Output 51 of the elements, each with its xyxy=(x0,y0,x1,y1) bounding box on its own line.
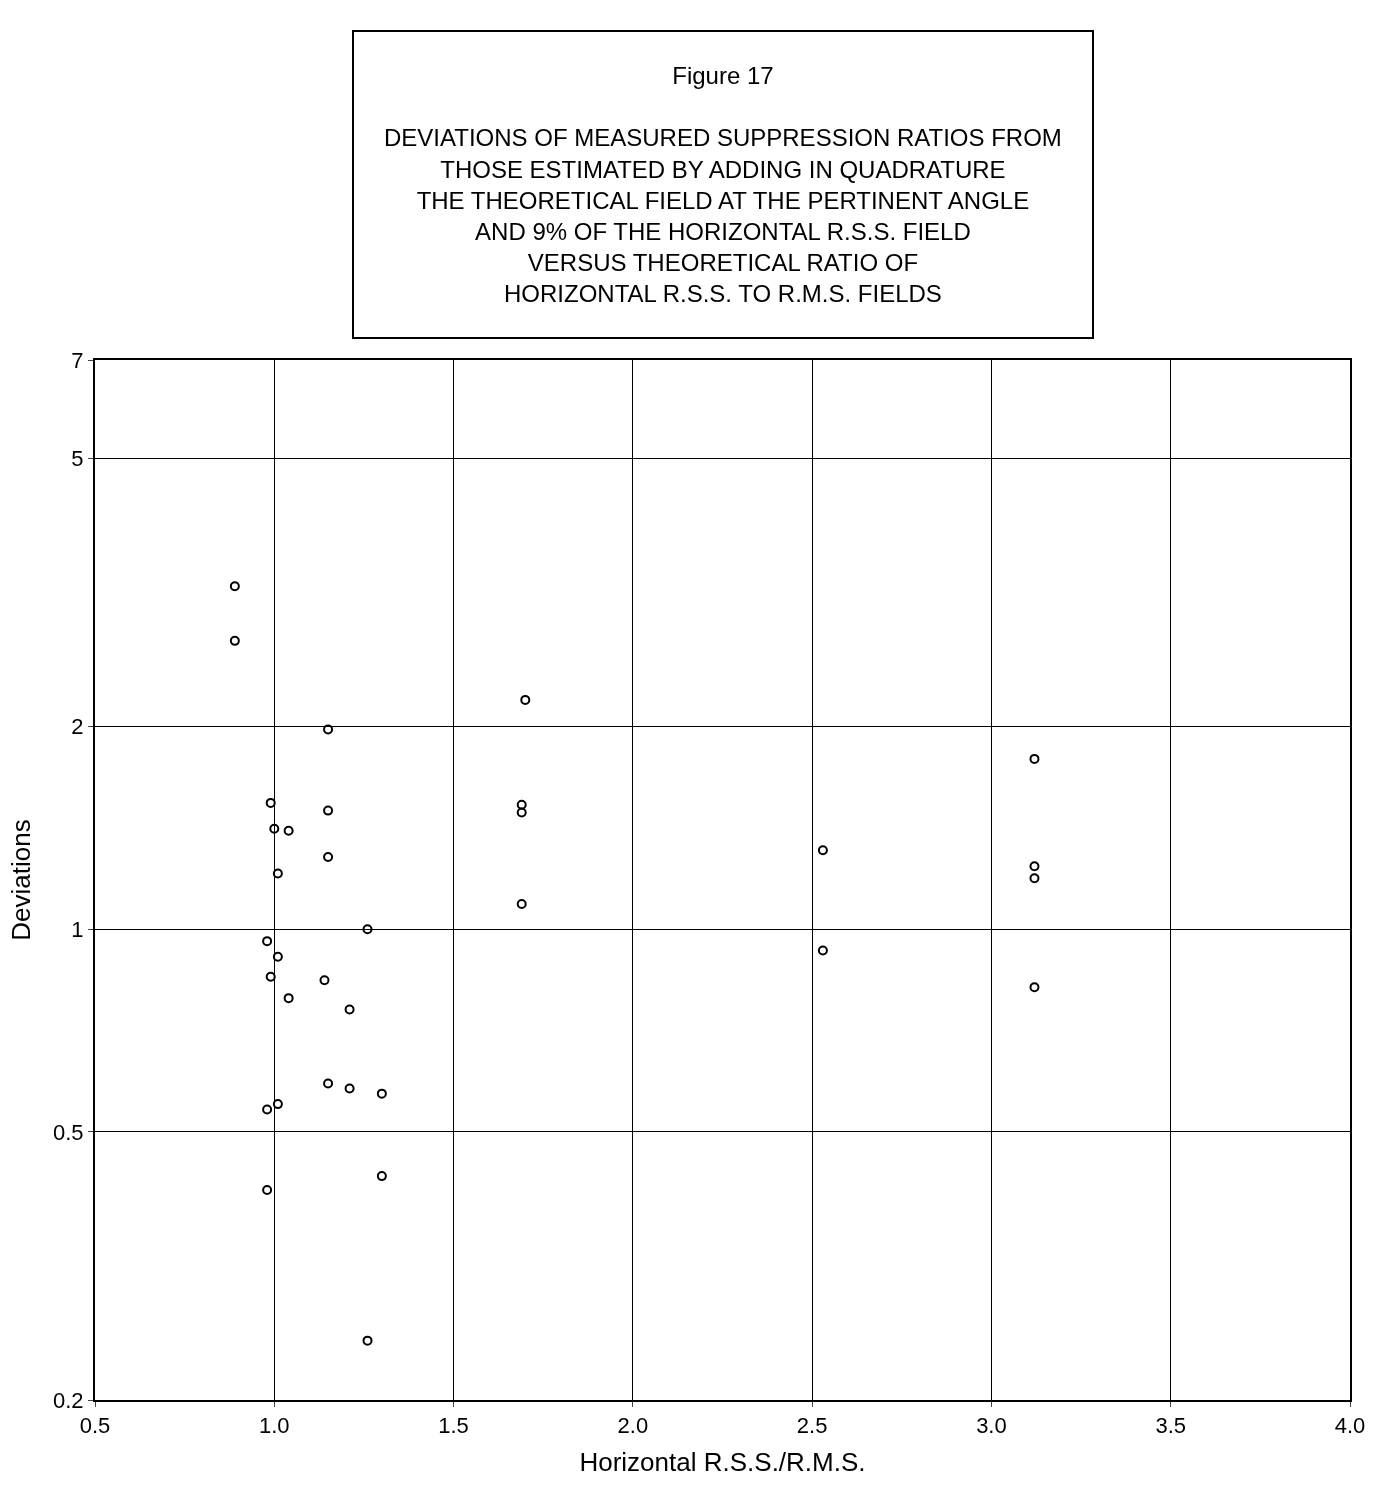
point xyxy=(323,805,334,816)
y-tick-label: 1 xyxy=(71,916,84,942)
chart-title: Figure 17 xyxy=(672,62,774,89)
chart-subtitle: DEVIATIONS OF MEASURED SUPPRESSION RATIOS FROM THOSE ESTIMATED BY ADDING IN QUADRATURE THE THEORETICAL FIELD AT THE PERTINENT ANGLE AND 9% OF THE HORIZONTAL R.S.S. FIELD VERSUS THEORETICAL RATIO OF HORIZONTAL R.S.S. TO R.M.S. FIELDS xyxy=(384,124,1062,308)
point xyxy=(229,581,240,592)
point xyxy=(323,852,334,862)
point xyxy=(262,936,273,947)
x-tick-label: 3.0 xyxy=(976,1413,1007,1439)
point xyxy=(262,1104,273,1115)
point xyxy=(1029,861,1040,872)
point xyxy=(516,799,527,810)
point xyxy=(817,845,828,856)
point xyxy=(265,797,276,808)
y-tick-label: 5 xyxy=(71,446,84,472)
point xyxy=(319,975,330,986)
y-tick-label: 0.5 xyxy=(53,1119,84,1145)
point xyxy=(362,924,373,935)
point xyxy=(376,1088,387,1099)
x-tick-label: 2.0 xyxy=(617,1413,649,1439)
point xyxy=(265,971,276,982)
point xyxy=(262,1185,273,1196)
point xyxy=(323,724,334,735)
point xyxy=(516,807,527,818)
point xyxy=(229,635,240,646)
point xyxy=(520,694,531,705)
y-axis-title: Deviations xyxy=(5,819,36,941)
point xyxy=(272,868,283,879)
y-tick-label: 0.2 xyxy=(53,1387,84,1413)
point xyxy=(1029,982,1040,993)
point xyxy=(269,823,280,834)
point xyxy=(817,945,828,956)
point xyxy=(283,825,294,836)
point xyxy=(376,1171,387,1182)
point xyxy=(272,951,283,962)
x-tick-label: 1.5 xyxy=(438,1413,469,1439)
x-tick-label: 3.5 xyxy=(1155,1413,1187,1439)
point xyxy=(283,993,294,1004)
x-tick-label: 4.0 xyxy=(1334,1413,1366,1439)
point xyxy=(344,1004,355,1015)
point xyxy=(344,1083,355,1094)
point xyxy=(272,1099,283,1110)
x-tick-label: 1.0 xyxy=(258,1413,290,1439)
y-tick-label: 2 xyxy=(71,714,84,740)
x-axis-title: Horizontal R.S.S./R.M.S. xyxy=(579,1446,866,1477)
x-tick-label: 2.5 xyxy=(796,1413,828,1439)
point xyxy=(323,1078,334,1089)
y-tick-label: 7 xyxy=(71,347,84,373)
point xyxy=(516,899,527,909)
point xyxy=(362,1335,373,1346)
point xyxy=(1029,873,1040,884)
point xyxy=(1029,753,1040,764)
